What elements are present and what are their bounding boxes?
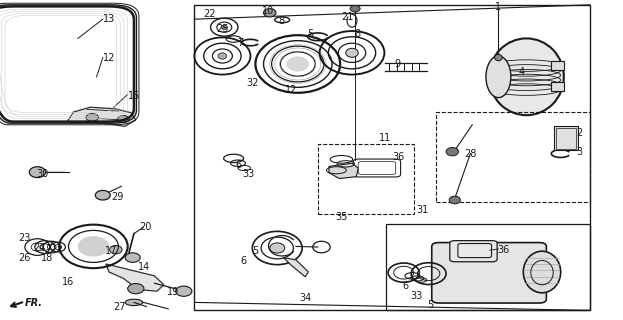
Text: 20: 20 bbox=[139, 222, 151, 232]
Text: 28: 28 bbox=[464, 149, 477, 159]
Polygon shape bbox=[283, 258, 308, 277]
Ellipse shape bbox=[78, 236, 109, 257]
Ellipse shape bbox=[264, 9, 276, 17]
Ellipse shape bbox=[446, 148, 459, 156]
Text: 5: 5 bbox=[427, 300, 433, 310]
Ellipse shape bbox=[449, 196, 460, 204]
Text: 10: 10 bbox=[262, 6, 274, 16]
Bar bbox=[556, 128, 576, 149]
Ellipse shape bbox=[218, 53, 227, 59]
Polygon shape bbox=[67, 107, 136, 126]
Ellipse shape bbox=[95, 190, 110, 200]
Text: 31: 31 bbox=[416, 204, 429, 215]
Text: 6: 6 bbox=[240, 256, 246, 266]
Ellipse shape bbox=[489, 38, 564, 115]
Bar bbox=[554, 126, 578, 150]
Text: 6: 6 bbox=[402, 281, 408, 292]
Text: 6: 6 bbox=[235, 160, 241, 170]
Bar bbox=[318, 144, 414, 214]
Ellipse shape bbox=[128, 284, 144, 294]
Text: 19: 19 bbox=[167, 287, 179, 297]
Text: 27: 27 bbox=[113, 301, 126, 312]
Ellipse shape bbox=[110, 245, 122, 254]
Text: 12: 12 bbox=[103, 52, 115, 63]
Text: 33: 33 bbox=[410, 291, 422, 301]
Text: 5: 5 bbox=[307, 28, 313, 39]
Text: 29: 29 bbox=[111, 192, 123, 202]
Text: 18: 18 bbox=[40, 252, 53, 263]
FancyBboxPatch shape bbox=[432, 243, 546, 303]
Text: 2: 2 bbox=[576, 128, 583, 138]
Text: 36: 36 bbox=[497, 245, 510, 255]
Text: 23: 23 bbox=[19, 233, 31, 244]
Text: 22: 22 bbox=[203, 9, 216, 20]
Bar bbox=[551, 82, 564, 91]
Ellipse shape bbox=[29, 167, 45, 178]
Text: 12: 12 bbox=[285, 84, 298, 95]
Polygon shape bbox=[329, 163, 358, 179]
Ellipse shape bbox=[86, 114, 98, 121]
Text: 36: 36 bbox=[392, 152, 405, 162]
Ellipse shape bbox=[176, 286, 192, 296]
Text: 33: 33 bbox=[242, 169, 254, 180]
Ellipse shape bbox=[287, 56, 309, 72]
Bar bbox=[551, 61, 564, 70]
Text: 4: 4 bbox=[519, 67, 525, 77]
Polygon shape bbox=[106, 264, 164, 291]
Text: 35: 35 bbox=[335, 212, 348, 222]
Text: 8: 8 bbox=[354, 28, 361, 39]
Text: 17: 17 bbox=[105, 246, 117, 256]
Text: 24: 24 bbox=[33, 243, 45, 253]
Text: 8: 8 bbox=[278, 16, 284, 26]
Ellipse shape bbox=[350, 5, 360, 12]
Text: FR.: FR. bbox=[25, 298, 43, 308]
Text: 34: 34 bbox=[299, 293, 312, 303]
Ellipse shape bbox=[118, 116, 129, 123]
Text: 30: 30 bbox=[36, 169, 49, 180]
Text: 21: 21 bbox=[341, 12, 354, 22]
Ellipse shape bbox=[523, 251, 561, 293]
Ellipse shape bbox=[125, 299, 143, 306]
Text: 25: 25 bbox=[216, 24, 229, 34]
Bar bbox=[436, 112, 590, 202]
Text: 3: 3 bbox=[576, 147, 583, 157]
Ellipse shape bbox=[270, 243, 285, 253]
Text: 7: 7 bbox=[237, 38, 244, 48]
Text: 26: 26 bbox=[19, 252, 31, 263]
Ellipse shape bbox=[125, 253, 140, 262]
Text: 1: 1 bbox=[495, 2, 502, 12]
Text: 16: 16 bbox=[62, 276, 75, 287]
Text: 11: 11 bbox=[379, 132, 391, 143]
Text: 14: 14 bbox=[138, 262, 151, 272]
Bar bbox=[386, 224, 590, 310]
Text: 5: 5 bbox=[252, 246, 259, 256]
Ellipse shape bbox=[221, 25, 227, 29]
Text: 9: 9 bbox=[394, 59, 401, 69]
Text: 32: 32 bbox=[246, 78, 259, 88]
Bar bbox=[194, 5, 590, 310]
Text: 13: 13 bbox=[103, 14, 115, 24]
Ellipse shape bbox=[495, 54, 502, 61]
Ellipse shape bbox=[346, 48, 358, 57]
Ellipse shape bbox=[486, 56, 511, 98]
FancyBboxPatch shape bbox=[450, 241, 497, 262]
Text: 15: 15 bbox=[128, 91, 140, 101]
